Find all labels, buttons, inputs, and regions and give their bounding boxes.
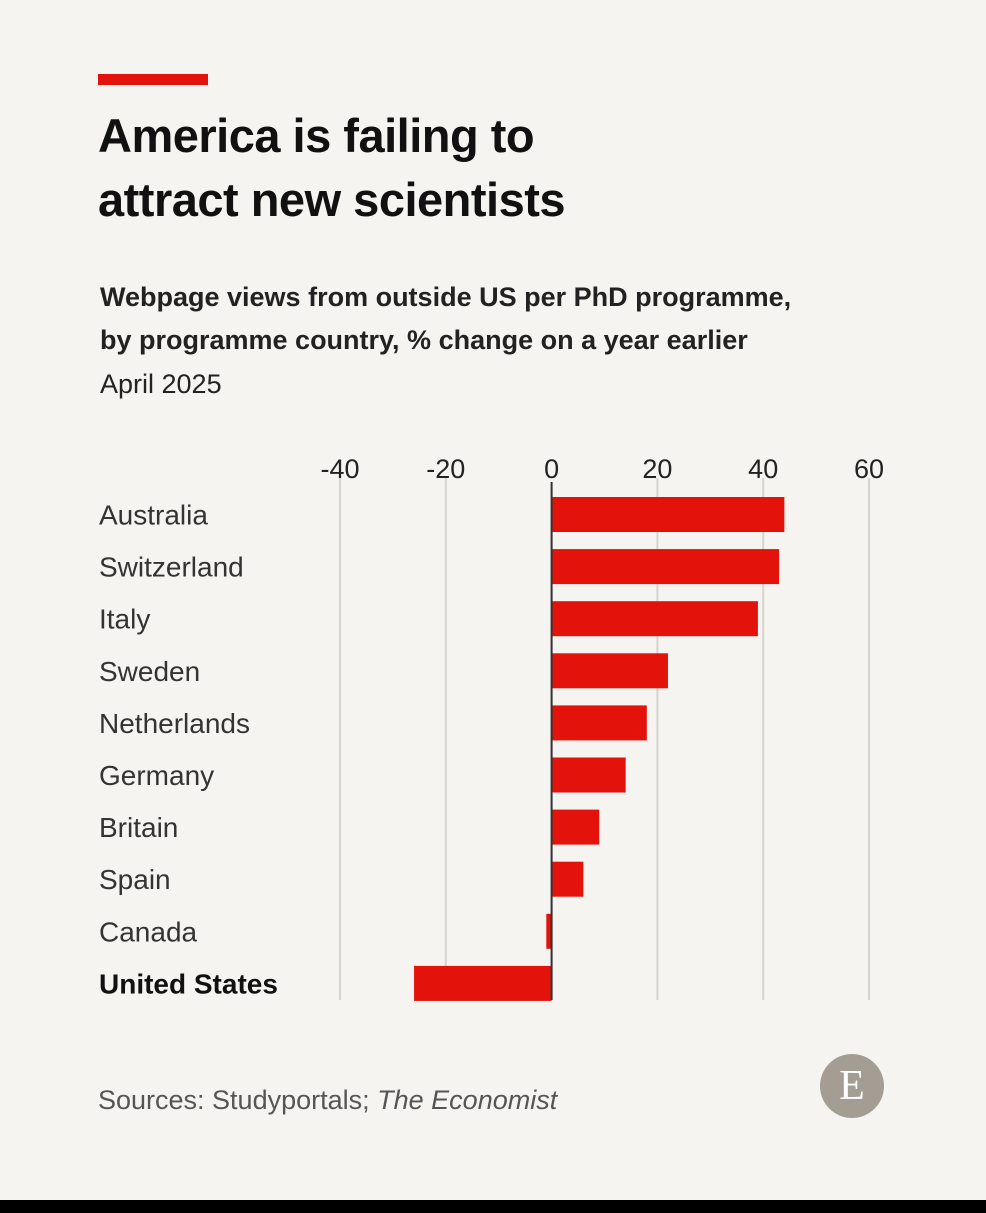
category-label: Switzerland [99,552,244,583]
chart-subtitle-line-1: Webpage views from outside US per PhD pr… [100,282,792,312]
bars [414,497,785,1001]
chart-title-line-1: America is failing to [98,109,535,162]
category-label: Germany [99,760,214,791]
category-label: United States [99,968,278,999]
x-tick-label: 60 [854,454,884,484]
bar-australia [551,497,785,532]
category-label: Italy [99,604,150,635]
category-label: Australia [99,500,208,531]
bar-canada [546,913,552,949]
x-axis-ticks: -40 -20 0 20 40 60 [320,454,884,484]
x-tick-label: 0 [544,454,559,484]
bar-sweden [551,653,668,689]
bar-united-states [414,965,552,1001]
x-tick-label: 40 [748,454,778,484]
economist-logo: E [820,1054,884,1118]
bar-britain [551,809,600,845]
category-label: Sweden [99,656,200,687]
bar-germany [551,757,626,793]
accent-bar [98,74,208,85]
category-label: Spain [99,864,171,895]
chart-title-line-2: attract new scientists [98,173,566,226]
sources-economist: The Economist [377,1085,558,1115]
chart-subtitle-line-2: by programme country, % change on a year… [100,325,748,355]
x-tick-label: -40 [320,454,359,484]
bar-netherlands [551,705,647,741]
sources-note: Sources: Studyportals; The Economist [98,1080,557,1120]
category-labels: Australia Switzerland Italy Sweden Netherlan… [99,500,278,1000]
chart-subtitle: Webpage views from outside US per PhD pr… [100,276,920,362]
category-label: Netherlands [99,708,250,739]
bar-switzerland [551,549,780,585]
bar-spain [551,861,584,897]
category-label: Britain [99,812,178,843]
sources-prefix: Sources: Studyportals; [98,1085,378,1115]
chart-title: America is failing to attract new scient… [98,104,898,232]
bar-chart: -40 -20 0 20 40 60 Australia Switzerland Italy S… [99,454,884,1001]
x-tick-label: 20 [642,454,672,484]
category-label: Canada [99,916,198,947]
x-tick-label: -20 [426,454,465,484]
chart-date: April 2025 [100,369,222,399]
bar-italy [551,601,758,637]
